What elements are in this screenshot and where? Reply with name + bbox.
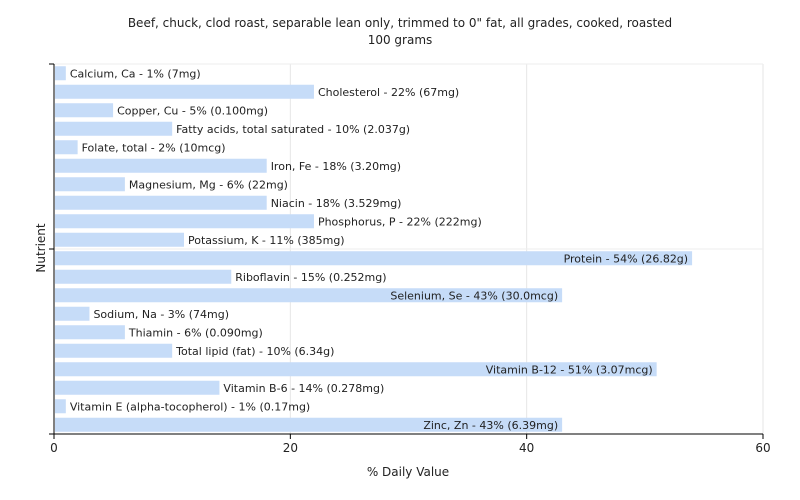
- bar-label: Fatty acids, total saturated - 10% (2.03…: [176, 123, 410, 136]
- bar-label: Phosphorus, P - 22% (222mg): [318, 215, 482, 228]
- bar-label: Selenium, Se - 43% (30.0mcg): [390, 289, 558, 302]
- bar-label: Vitamin B-12 - 51% (3.07mcg): [486, 363, 653, 376]
- x-tick-label: 20: [283, 441, 298, 455]
- bar: [55, 232, 184, 247]
- bar-label: Zinc, Zn - 43% (6.39mg): [423, 419, 558, 432]
- bar: [55, 288, 563, 303]
- chart-title: Beef, chuck, clod roast, separable lean …: [128, 16, 672, 30]
- bar-label: Copper, Cu - 5% (0.100mg): [117, 104, 268, 117]
- bar: [55, 269, 232, 284]
- bar-label: Cholesterol - 22% (67mg): [318, 86, 459, 99]
- y-axis-label: Nutrient: [34, 223, 48, 273]
- x-tick-label: 60: [755, 441, 770, 455]
- bar: [55, 343, 173, 358]
- bar: [55, 140, 78, 155]
- bar-label: Sodium, Na - 3% (74mg): [93, 308, 229, 321]
- axes-group: 0 20 40 60: [49, 63, 771, 455]
- bars-group: Calcium, Ca - 1% (7mg) Cholesterol - 22% …: [55, 66, 693, 432]
- bar-label: Calcium, Ca - 1% (7mg): [70, 67, 201, 80]
- chart-subtitle: 100 grams: [368, 33, 433, 47]
- bar-label: Protein - 54% (26.82g): [564, 252, 689, 265]
- x-tick-label: 0: [50, 441, 58, 455]
- grid-lines: [54, 63, 764, 435]
- bar-label: Total lipid (fat) - 10% (6.34g): [175, 345, 334, 358]
- bar-label: Magnesium, Mg - 6% (22mg): [129, 178, 288, 191]
- bar: [55, 325, 125, 340]
- bar-label: Thiamin - 6% (0.090mg): [128, 326, 263, 339]
- bar: [55, 158, 267, 173]
- bar: [55, 417, 563, 432]
- bar-label: Iron, Fe - 18% (3.20mg): [271, 160, 401, 173]
- bar: [55, 121, 173, 136]
- bar: [55, 251, 693, 266]
- bar: [55, 103, 114, 118]
- bar: [55, 66, 66, 81]
- bar: [55, 84, 314, 99]
- bar: [55, 177, 125, 192]
- bar: [55, 362, 657, 377]
- x-tick-label: 40: [519, 441, 534, 455]
- bar: [55, 214, 314, 229]
- bar-label: Vitamin B-6 - 14% (0.278mg): [223, 382, 384, 395]
- bar-label: Vitamin E (alpha-tocopherol) - 1% (0.17m…: [70, 400, 310, 413]
- bar: [55, 306, 90, 321]
- bar: [55, 380, 220, 395]
- x-axis-label: % Daily Value: [367, 465, 449, 479]
- bar-label: Folate, total - 2% (10mcg): [82, 141, 226, 154]
- bar: [55, 399, 66, 414]
- bar-label: Niacin - 18% (3.529mg): [271, 197, 402, 210]
- bar-label: Riboflavin - 15% (0.252mg): [235, 271, 386, 284]
- bar: [55, 195, 267, 210]
- bar-label: Potassium, K - 11% (385mg): [188, 234, 345, 247]
